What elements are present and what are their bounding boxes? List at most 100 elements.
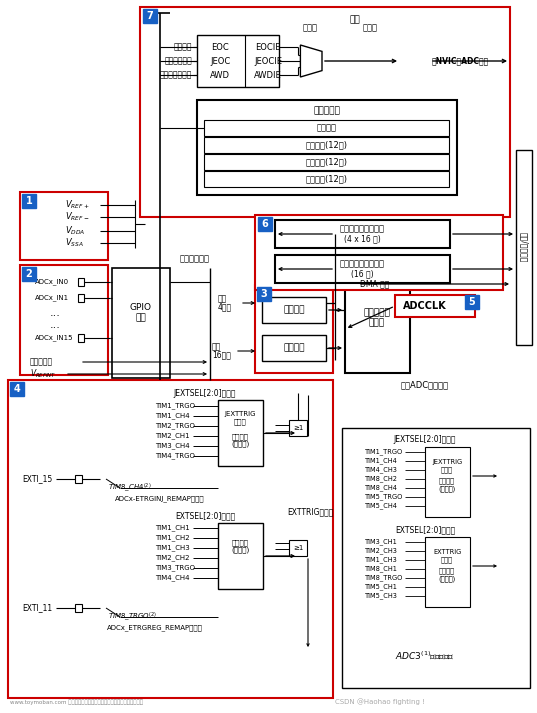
Bar [22,194,36,208]
Text: TIM3_TRGO: TIM3_TRGO [155,565,195,571]
Text: 开始触发
(规则组): 开始触发 (规则组) [231,539,249,553]
Text: $ADC3^{(1)}$的触发信号: $ADC3^{(1)}$的触发信号 [395,649,455,661]
Text: 最多: 最多 [218,294,227,304]
Text: TIM5_CH1: TIM5_CH1 [365,584,398,590]
Bar [197,100,457,195]
Text: 3: 3 [260,289,267,299]
Text: TIM1_TRGO: TIM1_TRGO [365,448,403,456]
Text: 开始触发
(注入组): 开始触发 (注入组) [231,433,249,447]
Text: AWDIE: AWDIE [254,71,282,80]
Bar [262,297,326,323]
Text: 6: 6 [262,219,268,229]
Text: EXTSEL[2:0]控制位: EXTSEL[2:0]控制位 [175,511,235,520]
Bar [218,523,263,589]
Bar [78,334,84,342]
Text: TIM4_CH3: TIM4_CH3 [365,466,398,473]
Text: 注入通道数据寄存器: 注入通道数据寄存器 [339,225,384,233]
Bar [289,420,307,436]
Text: $V_{SSA}$: $V_{SSA}$ [65,237,84,250]
Text: 最多: 最多 [212,342,221,352]
Text: 地址/数据总线: 地址/数据总线 [519,232,528,262]
Text: EOCIE: EOCIE [255,43,281,51]
Text: GPIO
端口: GPIO 端口 [130,303,152,323]
Bar [255,215,503,290]
Text: TIM1_CH2: TIM1_CH2 [155,535,190,541]
Text: ≥1: ≥1 [293,425,303,431]
Text: $V_{REF-}$: $V_{REF-}$ [65,211,89,223]
Text: 4: 4 [13,384,20,394]
Text: JEXTSEL[2:0]控制位: JEXTSEL[2:0]控制位 [174,389,236,399]
Bar [465,295,479,309]
Text: JEOCIE: JEOCIE [254,56,282,66]
Text: 2: 2 [26,269,32,279]
Text: TIM3_CH4: TIM3_CH4 [155,443,190,449]
Text: TIM5_CH4: TIM5_CH4 [365,503,398,509]
Text: ...: ... [49,308,61,318]
Text: EXTI_11: EXTI_11 [22,603,52,612]
Text: 比较结果: 比较结果 [317,123,337,133]
Bar [342,428,530,688]
Text: 4通道: 4通道 [218,302,232,312]
Text: ADCx_IN0: ADCx_IN0 [35,279,69,285]
Text: CSDN @Haohao fighting !: CSDN @Haohao fighting ! [335,699,425,705]
Bar [78,278,84,286]
Bar [275,255,450,283]
Text: EXTTRIG
控制位: EXTTRIG 控制位 [433,549,461,563]
Bar [140,7,510,217]
Text: 模拟至数字
转换器: 模拟至数字 转换器 [364,308,390,328]
Bar [204,171,449,187]
Bar [204,154,449,170]
Bar [10,382,24,396]
Bar [425,537,470,607]
Text: ADCx_IN15: ADCx_IN15 [35,334,74,342]
Text: TIM1_CH1: TIM1_CH1 [155,525,190,531]
Bar [289,540,307,556]
Text: 中断: 中断 [350,16,360,24]
Text: 温度传感器: 温度传感器 [30,357,53,366]
Text: 1: 1 [26,196,32,206]
Text: 注入转换结束: 注入转换结束 [164,56,192,66]
Text: TIM1_TRGO: TIM1_TRGO [155,403,195,409]
Text: ...: ... [49,320,61,330]
Text: TIM2_CH1: TIM2_CH1 [155,433,190,439]
Text: $V_{REF+}$: $V_{REF+}$ [65,199,90,211]
Text: EOC: EOC [211,43,229,51]
Bar [218,400,263,466]
Text: 标志位: 标志位 [302,24,317,33]
Text: ADCCLK: ADCCLK [403,301,447,311]
Text: $TIM8\_TRGO^{(2)}$: $TIM8\_TRGO^{(2)}$ [108,610,157,623]
PathPatch shape [300,45,322,77]
Text: 开始触发
(注入组): 开始触发 (注入组) [438,478,455,492]
Bar [257,287,271,301]
Bar [75,604,82,612]
Text: ADCx_ETRGREG_REMAP控制位: ADCx_ETRGREG_REMAP控制位 [107,625,203,632]
Bar [22,267,36,281]
Text: TIM2_CH2: TIM2_CH2 [155,555,190,561]
Text: $V_{DDA}$: $V_{DDA}$ [65,225,85,237]
Text: 模拟多路开关: 模拟多路开关 [180,255,210,264]
Text: JEOC: JEOC [210,56,230,66]
Bar [275,220,450,248]
Bar [204,137,449,153]
Text: TIM1_CH3: TIM1_CH3 [365,557,398,563]
Text: JEXTSEL[2:0]控制位: JEXTSEL[2:0]控制位 [394,436,456,444]
Text: TIM1_CH4: TIM1_CH4 [365,458,398,464]
Text: TIM2_CH3: TIM2_CH3 [365,548,398,555]
Text: 模拟看门狗: 模拟看门狗 [314,106,340,116]
Text: 阈值低限(12位): 阈值低限(12位) [306,158,348,167]
Text: JEXTTRIG
控制位: JEXTTRIG 控制位 [432,459,462,473]
Text: EXTI_15: EXTI_15 [22,474,52,483]
Bar [345,285,410,373]
Text: 来自ADC预分频器: 来自ADC预分频器 [401,381,449,389]
Bar [20,265,108,375]
Text: ADCx-ETRGINJ_REMAP控制位: ADCx-ETRGINJ_REMAP控制位 [115,496,205,503]
Text: TIM8_CH1: TIM8_CH1 [365,565,398,573]
Bar [8,380,333,698]
Text: TIM1_CH3: TIM1_CH3 [155,545,190,551]
Text: EXTSEL[2:0]控制位: EXTSEL[2:0]控制位 [395,525,455,535]
Text: 转换结束: 转换结束 [173,43,192,51]
Text: TIM1_CH4: TIM1_CH4 [155,413,190,419]
Text: TIM8_CH2: TIM8_CH2 [365,476,398,483]
Bar [255,285,333,373]
Bar [112,268,170,378]
